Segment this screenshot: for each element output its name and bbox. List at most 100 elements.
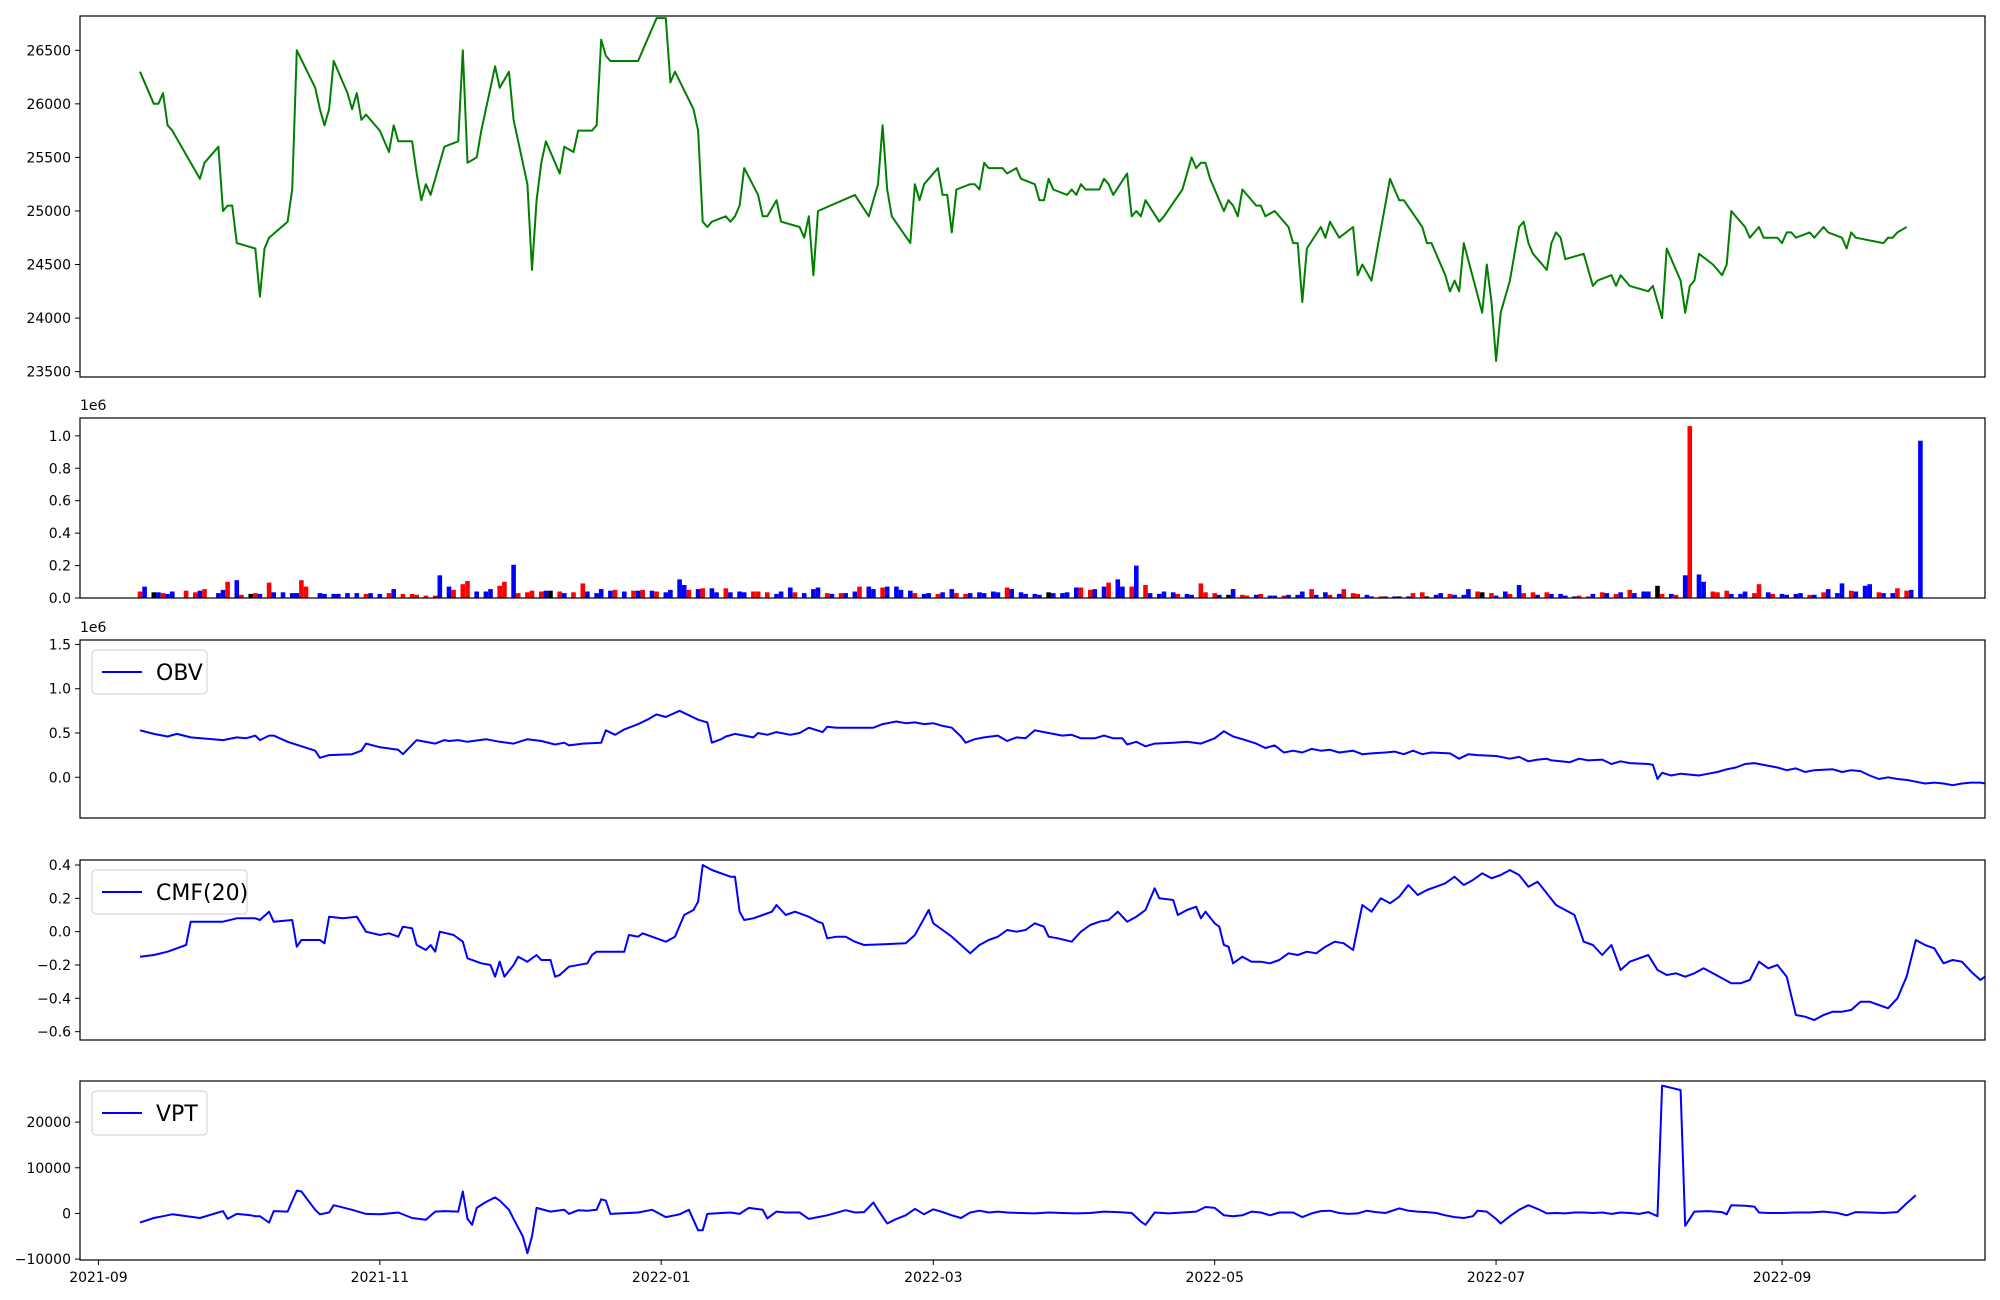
volume-bar xyxy=(1424,596,1430,598)
volume-bar xyxy=(884,586,890,598)
obv-ytick-label: 0.0 xyxy=(49,770,71,786)
volume-bar xyxy=(824,593,830,598)
volume-bar xyxy=(1798,593,1803,598)
volume-bar xyxy=(1060,593,1065,598)
volume-bar xyxy=(940,592,945,598)
volume-bar xyxy=(1115,579,1121,598)
volume-bar xyxy=(1226,594,1231,598)
volume-bar xyxy=(1890,593,1895,598)
volume-bar xyxy=(354,593,360,598)
vpt-frame xyxy=(79,1080,1986,1261)
volume-bar xyxy=(1793,593,1799,598)
volume-bar xyxy=(368,593,373,598)
volume-bar xyxy=(1784,594,1789,598)
volume-bar xyxy=(1821,592,1826,598)
price-ytick-label: 24500 xyxy=(26,258,71,274)
volume-bar xyxy=(926,593,931,598)
price-ytick-label: 23500 xyxy=(26,365,71,381)
volume-bar xyxy=(465,581,470,598)
volume-bar xyxy=(852,591,858,598)
volume-bar xyxy=(898,589,904,598)
price-ytick-label: 25500 xyxy=(26,150,71,166)
volume-bar xyxy=(935,593,941,598)
volume-bar xyxy=(654,591,659,598)
volume-bar xyxy=(1853,591,1859,598)
volume-bar xyxy=(216,593,221,598)
volume-bar xyxy=(963,593,968,598)
volume-bar xyxy=(474,591,479,598)
volume-bar xyxy=(363,593,369,598)
volume-bar xyxy=(391,589,396,598)
volume-bar xyxy=(857,586,862,598)
volume-bar xyxy=(631,590,636,598)
volume-bar xyxy=(1812,594,1817,598)
volume-bar xyxy=(336,593,341,598)
volume-bar xyxy=(183,590,189,598)
volume-bar xyxy=(1530,592,1536,598)
volume-bar xyxy=(1507,593,1513,598)
volume-bar xyxy=(1350,593,1356,598)
volume-bar xyxy=(1064,592,1070,598)
volume-bar xyxy=(483,591,489,598)
volume-bar xyxy=(1710,591,1716,598)
volume-ytick-label: 0.4 xyxy=(49,526,71,542)
volume-bar xyxy=(1364,594,1370,598)
x-axis: 2021-09 2021-11 2022-01 2022-03 2022-05 2022-… xyxy=(69,1260,1811,1286)
volume-bar xyxy=(1092,589,1098,598)
volume-bar xyxy=(1659,593,1665,598)
volume-bar xyxy=(1613,593,1619,598)
volume-bar xyxy=(866,586,872,598)
volume-bar xyxy=(1189,594,1194,598)
vpt-line xyxy=(139,1084,1917,1255)
volume-bar xyxy=(331,593,336,598)
volume-bar xyxy=(1240,594,1245,598)
volume-bar xyxy=(1175,593,1181,598)
volume-bar xyxy=(1396,596,1402,598)
obv-legend-label: OBV xyxy=(156,661,203,686)
volume-bar xyxy=(294,593,300,598)
volume-bar xyxy=(1493,595,1499,598)
volume-ytick-label: 1.0 xyxy=(49,429,71,445)
volume-bar xyxy=(755,591,761,598)
volume-bar xyxy=(1479,592,1485,598)
volume-bar xyxy=(1198,583,1204,598)
volume-bar xyxy=(1770,593,1776,598)
volume-bar xyxy=(681,585,687,598)
volume-bar xyxy=(1646,591,1651,598)
cmf-ytick-label: −0.2 xyxy=(37,958,71,974)
volume-bar xyxy=(562,593,567,598)
volume-bar xyxy=(220,589,226,598)
obv-ytick-label: 1.5 xyxy=(49,637,71,653)
price-frame xyxy=(79,15,1986,378)
volume-bar xyxy=(1009,589,1014,598)
volume-bar xyxy=(1258,593,1264,598)
volume-bar xyxy=(949,589,955,598)
volume-bar xyxy=(511,564,516,598)
volume-bar xyxy=(668,589,673,598)
price-ytick-label: 26000 xyxy=(26,97,71,113)
volume-bar xyxy=(1839,583,1845,598)
volume-bar xyxy=(160,593,166,598)
x-tick-label: 2022-03 xyxy=(904,1270,963,1286)
volume-bar xyxy=(248,593,253,598)
volume-bar xyxy=(548,590,553,598)
volume-bar xyxy=(908,590,913,598)
volume-bar xyxy=(142,586,147,598)
volume-bar xyxy=(1383,596,1388,598)
volume-bar xyxy=(497,585,502,598)
cmf-frame xyxy=(79,859,1986,1041)
volume-bar xyxy=(1618,592,1623,598)
volume-bar xyxy=(1212,593,1217,598)
volume-bar xyxy=(451,589,456,598)
volume-bar xyxy=(1323,592,1328,598)
volume-bar xyxy=(1599,592,1605,598)
volume-bar xyxy=(1438,593,1443,598)
volume-bar xyxy=(1715,592,1720,598)
volume-bar xyxy=(271,592,276,598)
volume-bar xyxy=(193,592,198,598)
volume-bar xyxy=(1867,584,1872,598)
volume-bar xyxy=(1018,592,1024,598)
volume-bar xyxy=(1673,594,1679,598)
volume-bar xyxy=(151,592,157,598)
volume-bar xyxy=(1558,593,1563,598)
